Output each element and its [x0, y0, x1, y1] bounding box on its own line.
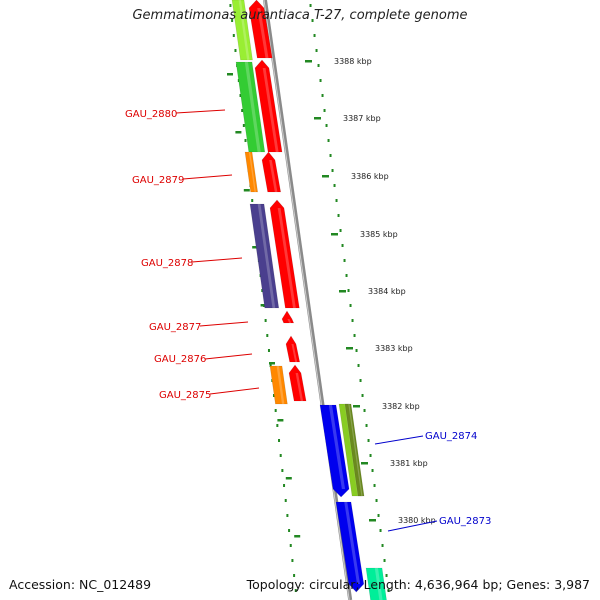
gene-label[interactable]: GAU_2873 — [439, 516, 491, 527]
scale-tick-mark — [369, 519, 376, 522]
scale-tick-label: 3381 kbp — [390, 459, 428, 468]
scale-tick-label: 3383 kbp — [375, 344, 413, 353]
gene-label[interactable]: GAU_2876 — [154, 354, 206, 365]
scale-tick-label: 3384 kbp — [368, 287, 406, 296]
forward-gene-arrow — [254, 59, 283, 153]
outer-tick-track — [309, 4, 390, 592]
forward-gene-arrow — [285, 335, 301, 363]
scale-tick-label: 3382 kbp — [382, 402, 420, 411]
gene-track — [231, 0, 387, 600]
annotation-box — [235, 61, 266, 153]
annotation-box — [249, 203, 280, 309]
scale-tick-mark — [331, 233, 338, 236]
accession-text: Accession: NC_012489 — [9, 577, 152, 592]
scale-tick-label: 3387 kbp — [343, 114, 381, 123]
annotation-box — [231, 0, 253, 61]
gene-label[interactable]: GAU_2877 — [149, 322, 201, 333]
gene-label[interactable]: GAU_2879 — [132, 175, 184, 186]
gene-leader-line — [204, 353, 253, 360]
strand-divider — [263, 0, 353, 600]
gene-leader-line — [209, 387, 260, 395]
scale-tick-mark — [353, 405, 360, 408]
reverse-gene-arrow — [319, 404, 350, 498]
annotation-box — [269, 365, 288, 405]
gene-leader-line — [199, 321, 249, 327]
scale-tick-mark — [339, 290, 346, 293]
genome-title: Gemmatimonas aurantiaca T-27, complete g… — [132, 8, 468, 23]
gene-label[interactable]: GAU_2875 — [159, 390, 211, 401]
scale-tick-label: 3385 kbp — [360, 230, 398, 239]
scale-tick-label: 3388 kbp — [334, 57, 372, 66]
gene-label[interactable]: GAU_2878 — [141, 258, 193, 269]
scale-tick-mark — [322, 175, 329, 178]
annotation-box — [344, 403, 365, 497]
annotation-box — [244, 151, 259, 193]
scale-tick-mark — [346, 347, 353, 350]
reverse-gene-arrow — [335, 501, 365, 593]
scale-tick-mark — [305, 60, 312, 63]
forward-gene-arrow — [261, 151, 282, 193]
scale-tick-label: 3386 kbp — [351, 172, 389, 181]
scale-tick-label: 3380 kbp — [398, 516, 436, 525]
forward-gene-arrow — [269, 199, 300, 309]
scale-ticks: 3388 kbp 3387 kbp 3386 kbp 3385 kbp 3384 kbp… — [227, 57, 436, 538]
gene-leader-line — [182, 174, 233, 180]
scale-tick-mark — [314, 117, 321, 120]
forward-gene-arrow — [281, 310, 295, 324]
gene-label[interactable]: GAU_2874 — [425, 431, 477, 442]
gene-label[interactable]: GAU_2880 — [125, 109, 177, 120]
gene-leader-line — [191, 257, 243, 263]
forward-gene-arrow — [248, 0, 273, 59]
gene-leader-line — [387, 520, 438, 532]
gene-label-layer: GAU_2880 GAU_2879 GAU_2878 GAU_2877 GAU_2876… — [125, 109, 491, 532]
reverse-gene-arrow — [365, 567, 387, 600]
gene-leader-line — [175, 109, 226, 114]
genome-ring: 3388 kbp 3387 kbp 3386 kbp 3385 kbp 3384 kbp… — [227, 0, 436, 600]
gene-leader-line — [374, 435, 424, 445]
forward-gene-arrow — [288, 364, 307, 402]
scale-tick-mark — [361, 462, 368, 465]
genome-stats-text: Topology: circular; Length: 4,636,964 bp… — [246, 577, 590, 592]
